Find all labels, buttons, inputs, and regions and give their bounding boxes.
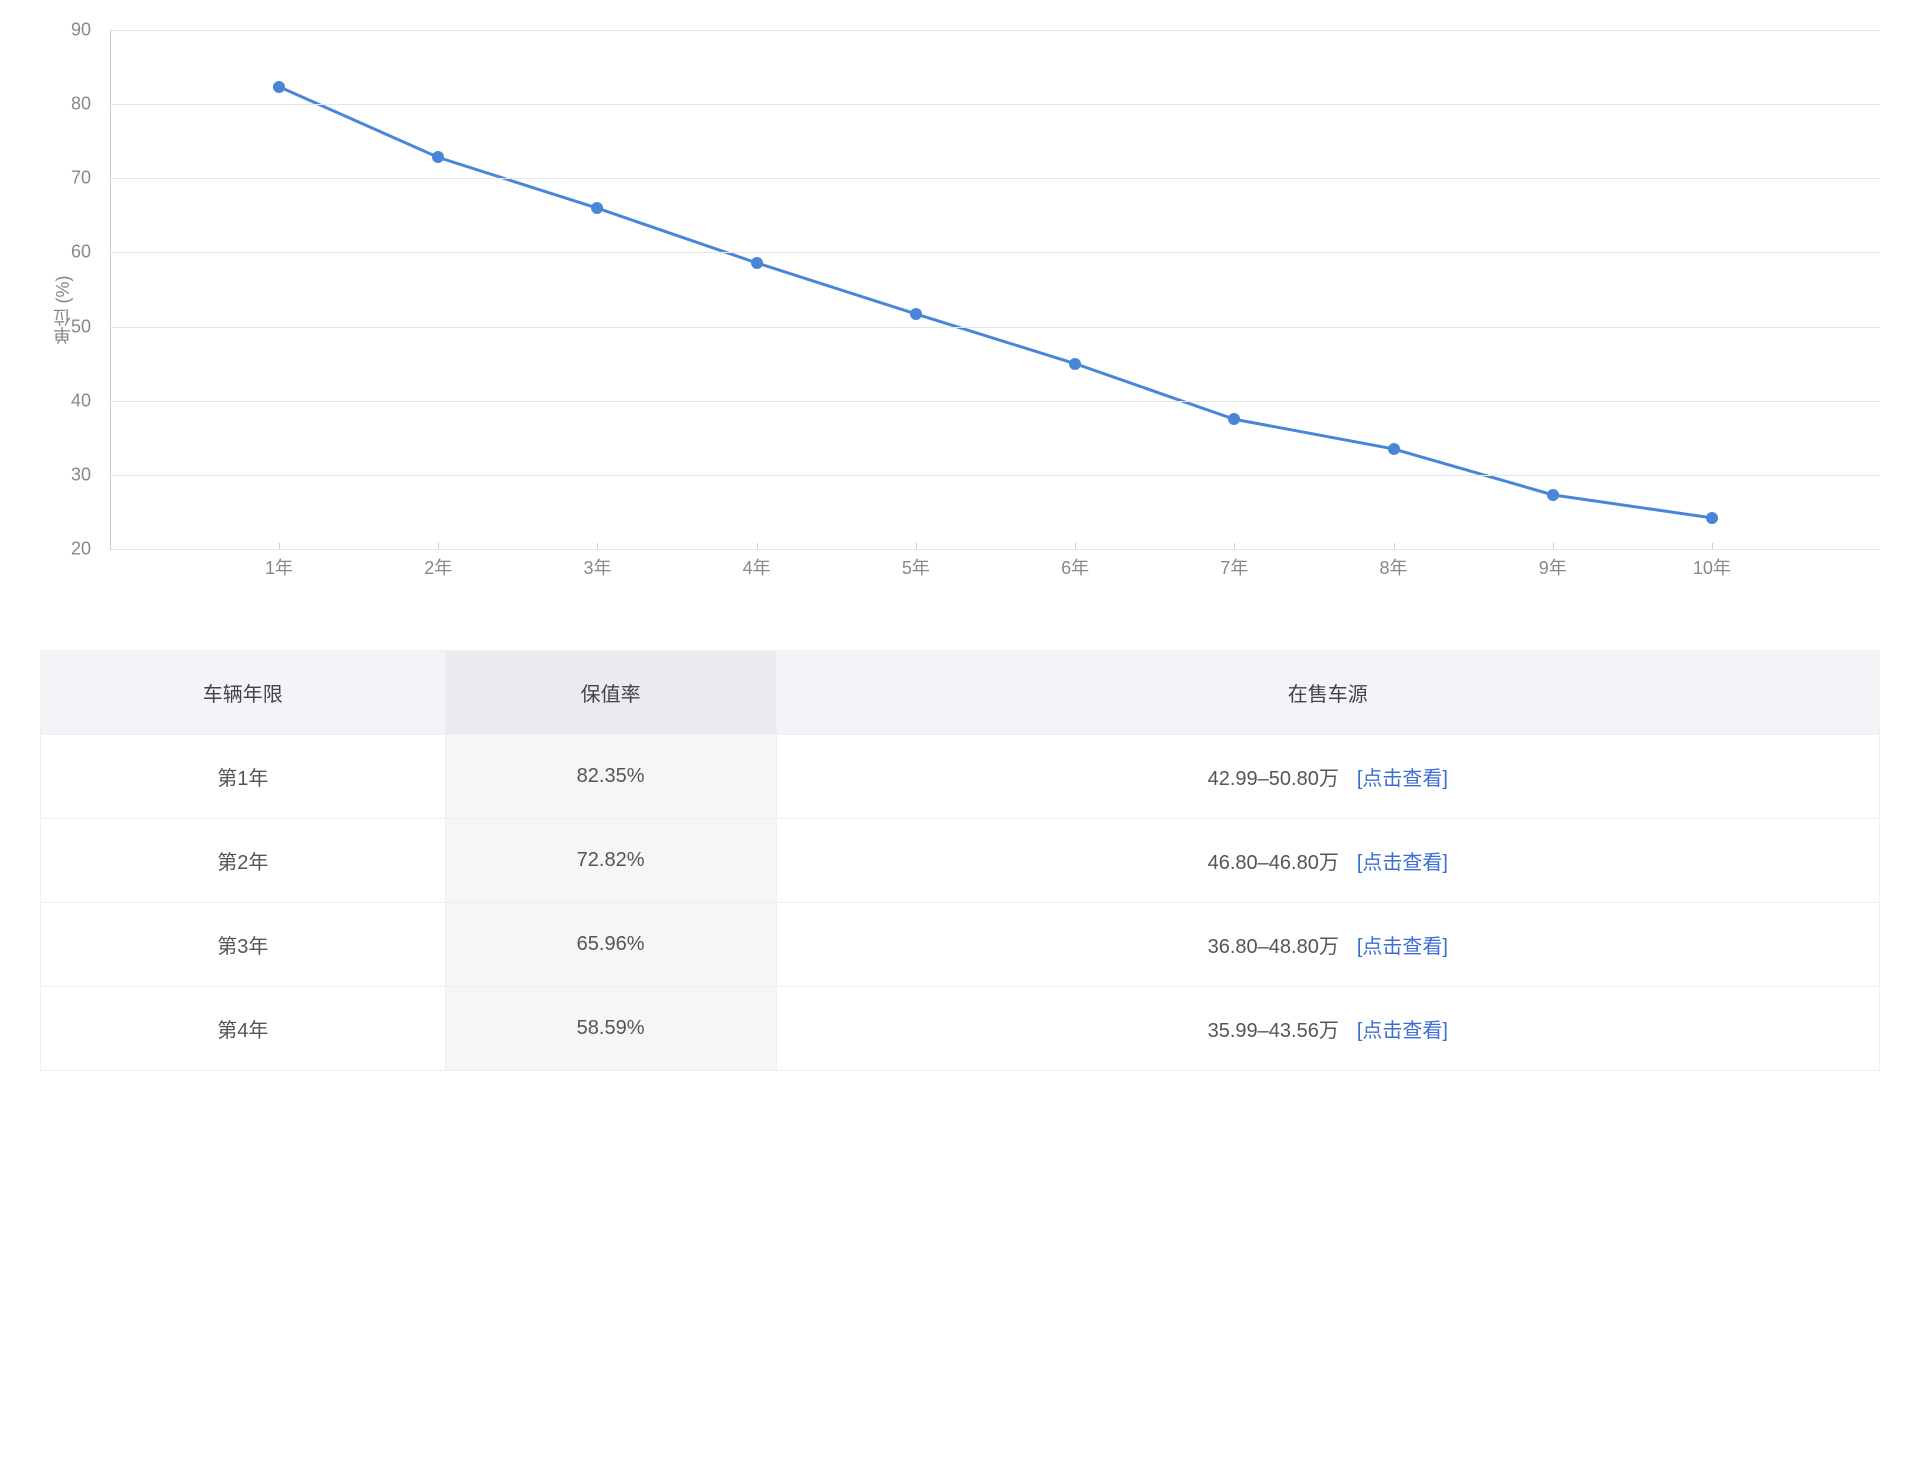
x-tick-label: 3年 xyxy=(583,554,611,580)
price-range: 46.80–46.80万 xyxy=(1208,852,1339,874)
table-row: 第4年58.59% 35.99–43.56万 [点击查看] xyxy=(41,987,1880,1071)
table-row: 第1年82.35% 42.99–50.80万 [点击查看] xyxy=(41,735,1880,819)
cell-rate: 72.82% xyxy=(445,819,776,903)
gridline xyxy=(111,327,1880,328)
x-tick-mark xyxy=(1394,543,1395,549)
x-tick-label: 1年 xyxy=(265,554,293,580)
cell-rate: 65.96% xyxy=(445,903,776,987)
cell-source: 46.80–46.80万 [点击查看] xyxy=(776,819,1879,903)
cell-source: 35.99–43.56万 [点击查看] xyxy=(776,987,1879,1071)
y-tick-label: 90 xyxy=(71,20,91,41)
chart-line xyxy=(111,30,1880,549)
view-link[interactable]: [点击查看] xyxy=(1357,936,1448,958)
x-tick-label: 9年 xyxy=(1539,554,1567,580)
chart-point xyxy=(273,81,285,93)
cell-source: 42.99–50.80万 [点击查看] xyxy=(776,735,1879,819)
gridline xyxy=(111,475,1880,476)
price-range: 36.80–48.80万 xyxy=(1208,936,1339,958)
chart-point xyxy=(1069,358,1081,370)
y-tick-label: 70 xyxy=(71,168,91,189)
y-tick-label: 20 xyxy=(71,539,91,560)
gridline xyxy=(111,401,1880,402)
y-tick-label: 30 xyxy=(71,464,91,485)
gridline xyxy=(111,178,1880,179)
gridline xyxy=(111,252,1880,253)
cell-rate: 82.35% xyxy=(445,735,776,819)
chart-point xyxy=(432,151,444,163)
x-tick-mark xyxy=(1553,543,1554,549)
x-tick-label: 2年 xyxy=(424,554,452,580)
col-header-source: 在售车源 xyxy=(776,651,1879,735)
chart-point xyxy=(591,202,603,214)
chart-point xyxy=(1228,413,1240,425)
x-tick-mark xyxy=(1712,543,1713,549)
plot-area: 1年2年3年4年5年6年7年8年9年10年 2030405060708090 xyxy=(110,30,1880,550)
x-axis: 1年 2年 3年 4年 5年 6年 7年 8年 9年 10年 xyxy=(111,554,1880,584)
price-range: 35.99–43.56万 xyxy=(1208,1020,1339,1042)
cell-year: 第2年 xyxy=(41,819,446,903)
chart-point xyxy=(910,308,922,320)
x-tick-mark xyxy=(597,543,598,549)
cell-rate: 58.59% xyxy=(445,987,776,1071)
y-tick-label: 50 xyxy=(71,316,91,337)
table-header-row: 车辆年限 保值率 在售车源 xyxy=(41,651,1880,735)
x-tick-label: 6年 xyxy=(1061,554,1089,580)
x-tick-mark xyxy=(438,543,439,549)
gridline xyxy=(111,549,1880,550)
col-header-rate: 保值率 xyxy=(445,651,776,735)
x-tick-mark xyxy=(916,543,917,549)
price-range: 42.99–50.80万 xyxy=(1208,768,1339,790)
view-link[interactable]: [点击查看] xyxy=(1357,852,1448,874)
x-tick-label: 7年 xyxy=(1220,554,1248,580)
y-tick-label: 40 xyxy=(71,390,91,411)
depreciation-table: 车辆年限 保值率 在售车源 第1年82.35% 42.99–50.80万 [点击查看… xyxy=(40,650,1880,1071)
gridline xyxy=(111,104,1880,105)
chart-point xyxy=(1388,443,1400,455)
gridline xyxy=(111,30,1880,31)
cell-source: 36.80–48.80万 [点击查看] xyxy=(776,903,1879,987)
depreciation-chart: 单位 (%) 1年2年3年4年5年6年7年8年9年10年 20304050607… xyxy=(40,30,1880,590)
y-tick-label: 80 xyxy=(71,94,91,115)
chart-point xyxy=(751,257,763,269)
cell-year: 第4年 xyxy=(41,987,446,1071)
x-tick-label: 10年 xyxy=(1693,554,1731,580)
cell-year: 第3年 xyxy=(41,903,446,987)
x-tick-label: 4年 xyxy=(743,554,771,580)
view-link[interactable]: [点击查看] xyxy=(1357,768,1448,790)
col-header-year: 车辆年限 xyxy=(41,651,446,735)
x-tick-mark xyxy=(1075,543,1076,549)
x-tick-mark xyxy=(1234,543,1235,549)
table-row: 第3年65.96% 36.80–48.80万 [点击查看] xyxy=(41,903,1880,987)
view-link[interactable]: [点击查看] xyxy=(1357,1020,1448,1042)
x-tick-label: 5年 xyxy=(902,554,930,580)
y-tick-label: 60 xyxy=(71,242,91,263)
chart-point xyxy=(1547,489,1559,501)
x-tick-mark xyxy=(279,543,280,549)
x-tick-mark xyxy=(757,543,758,549)
table-row: 第2年72.82% 46.80–46.80万 [点击查看] xyxy=(41,819,1880,903)
cell-year: 第1年 xyxy=(41,735,446,819)
x-tick-label: 8年 xyxy=(1380,554,1408,580)
chart-point xyxy=(1706,512,1718,524)
